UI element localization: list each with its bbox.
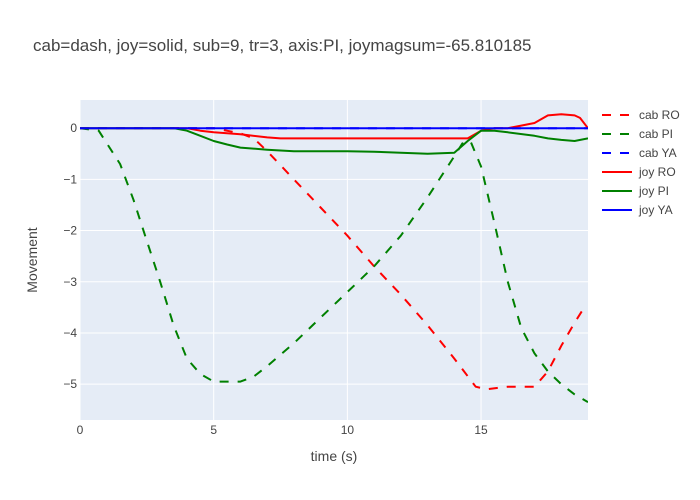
legend-label-cab-ya: cab YA — [639, 146, 677, 160]
y-tick-label: 0 — [70, 121, 77, 135]
legend-label-joy-ya: joy YA — [638, 203, 673, 217]
series-line-cab-ro — [80, 127, 588, 391]
x-tick-label: 10 — [341, 423, 355, 437]
legend-label-joy-ro: joy RO — [638, 165, 676, 179]
series-line-joy-ro — [80, 113, 588, 140]
series-line-cab-pi — [80, 127, 588, 403]
plot-area — [80, 100, 588, 420]
tick-labels: 0 5 10 15 0 −1 −2 −3 −4 −5 — [63, 121, 488, 437]
y-axis-title: Movement — [24, 227, 40, 292]
series-lines — [80, 113, 588, 403]
grid — [79, 100, 588, 420]
y-tick-label: −4 — [63, 326, 77, 340]
x-tick-label: 0 — [77, 423, 84, 437]
legend-label-joy-pi: joy PI — [638, 184, 669, 198]
x-tick-label: 5 — [210, 423, 217, 437]
x-axis-title: time (s) — [311, 448, 358, 464]
y-tick-label: −2 — [63, 224, 77, 238]
chart-title: cab=dash, joy=solid, sub=9, tr=3, axis:P… — [33, 36, 532, 55]
y-tick-label: −1 — [63, 172, 77, 186]
y-tick-label: −5 — [63, 377, 77, 391]
y-tick-label: −3 — [63, 275, 77, 289]
legend-label-cab-pi: cab PI — [639, 127, 673, 141]
x-tick-label: 15 — [474, 423, 488, 437]
legend: cab RO cab PI cab YA joy RO joy PI joy YA — [602, 108, 680, 217]
series-line-joy-pi — [80, 127, 588, 155]
legend-label-cab-ro: cab RO — [639, 108, 680, 122]
